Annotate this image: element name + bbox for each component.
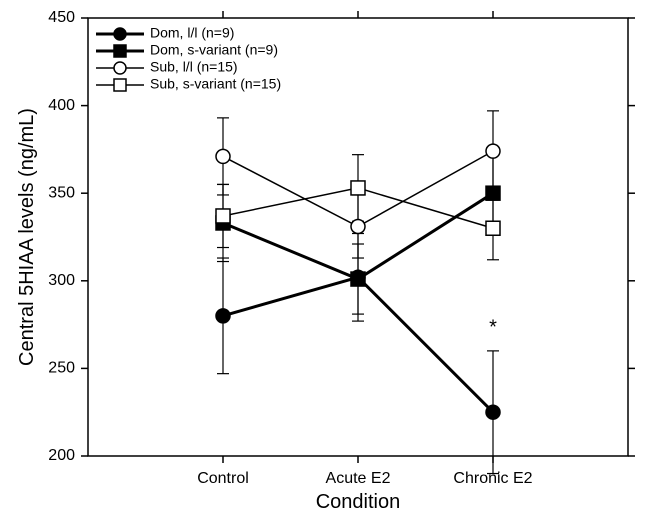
annotation-star: * — [489, 316, 497, 338]
x-axis-label: Condition — [316, 491, 401, 513]
line-chart: 200250300350400450ControlAcute E2Chronic… — [0, 0, 664, 513]
legend-label: Dom, s-variant (n=9) — [150, 42, 278, 58]
y-tick-label: 300 — [48, 272, 75, 289]
legend: Dom, l/l (n=9)Dom, s-variant (n=9)Sub, l… — [96, 25, 281, 92]
y-tick-label: 450 — [48, 9, 75, 26]
legend-label: Sub, s-variant (n=15) — [150, 76, 281, 92]
y-tick-label: 200 — [48, 447, 75, 464]
y-tick-label: 250 — [48, 360, 75, 377]
legend-label: Sub, l/l (n=15) — [150, 59, 238, 75]
y-tick-label: 400 — [48, 97, 75, 114]
chart-container: 200250300350400450ControlAcute E2Chronic… — [0, 0, 664, 513]
legend-label: Dom, l/l (n=9) — [150, 25, 234, 41]
y-axis-label: Central 5HIAA levels (ng/mL) — [16, 108, 38, 366]
x-tick-label: Control — [197, 470, 249, 487]
x-tick-label: Acute E2 — [326, 470, 391, 487]
y-tick-label: 350 — [48, 184, 75, 201]
